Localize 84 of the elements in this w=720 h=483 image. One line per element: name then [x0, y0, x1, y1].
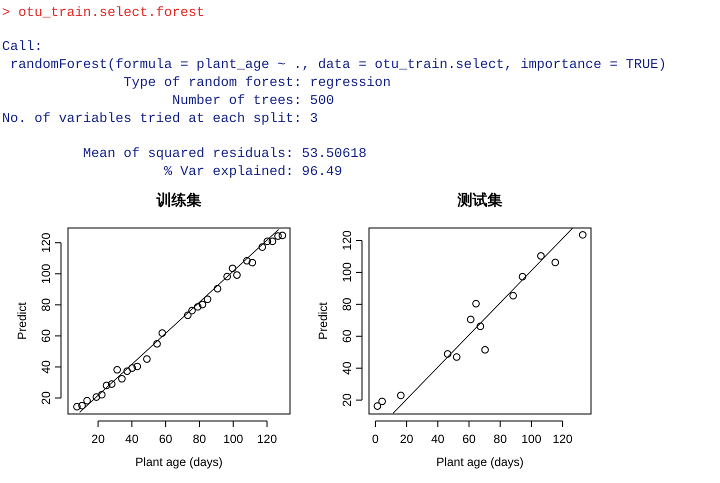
y-tick-label: 40 [340, 361, 354, 375]
point [476, 322, 484, 330]
point [118, 374, 126, 383]
point [143, 355, 151, 363]
point [233, 271, 241, 279]
y-tick-label: 40 [39, 360, 53, 374]
point [158, 329, 166, 337]
y-tick-label: 100 [39, 263, 53, 284]
point [472, 300, 480, 308]
point [214, 284, 222, 293]
point [98, 390, 106, 399]
point [92, 393, 100, 401]
text: Mean of squared residuals: 53.50618 [2, 147, 367, 162]
point [153, 340, 161, 348]
point [184, 311, 192, 320]
text: Call: [2, 40, 43, 55]
point [378, 398, 386, 406]
point [258, 243, 266, 251]
x-tick-label: 0 [372, 432, 380, 446]
y-tick-label: 120 [340, 230, 354, 250]
point [274, 232, 282, 240]
point [537, 252, 545, 260]
y-tick-label: 80 [39, 298, 53, 312]
x-tick-label: 40 [431, 432, 445, 446]
point [278, 232, 286, 240]
y-axis-title: Predict [15, 302, 29, 340]
y-tick-label: 60 [39, 328, 53, 343]
y-tick-label: 80 [340, 297, 354, 311]
x-tick-label: 60 [158, 432, 173, 446]
y-tick-label: 20 [39, 391, 53, 405]
x-tick-label: 120 [552, 432, 573, 446]
x-tick-label: 100 [223, 432, 244, 446]
point [452, 353, 460, 361]
point [123, 367, 131, 375]
chart-title: 测试集 [456, 192, 502, 209]
point [194, 303, 202, 311]
x-tick-label: 20 [400, 432, 414, 446]
point [188, 306, 196, 314]
text: > otu_train.select.forest [2, 6, 205, 21]
point [113, 366, 121, 374]
y-tick-label: 100 [340, 262, 354, 282]
point [198, 300, 206, 308]
y-tick-label: 60 [340, 329, 354, 343]
x-tick-label: 80 [494, 432, 508, 446]
point [108, 380, 116, 388]
point [223, 272, 231, 280]
x-tick-label: 40 [125, 432, 139, 446]
point [133, 362, 142, 370]
text: randomForest(formula = plant_age ~ ., data = otu_train.select, importance = TRUE) [2, 58, 666, 73]
point [578, 231, 587, 239]
point [102, 382, 110, 390]
x-axis-title: Plant age (days) [436, 455, 524, 469]
point [466, 316, 475, 324]
point [128, 364, 136, 372]
point [374, 402, 382, 410]
point [518, 272, 526, 280]
point [73, 402, 81, 411]
y-tick-label: 120 [39, 232, 53, 253]
text: Number of trees: 500 [2, 94, 334, 109]
point [268, 238, 276, 246]
point [509, 292, 517, 300]
point [248, 258, 256, 266]
point [481, 346, 489, 354]
text: No. of variables tried at each split: 3 [2, 112, 318, 127]
point [228, 264, 236, 272]
y-tick-label: 20 [340, 393, 354, 407]
point [264, 238, 272, 246]
x-tick-label: 120 [257, 432, 278, 446]
y-axis-title: Predict [316, 302, 330, 340]
point [444, 350, 452, 358]
point [204, 295, 212, 304]
point [83, 396, 91, 404]
x-tick-label: 60 [462, 432, 476, 446]
x-tick-label: 80 [192, 432, 206, 446]
point [551, 258, 560, 266]
point [78, 402, 86, 410]
text: % Var explained: 96.49 [2, 165, 342, 180]
chart-title: 训练集 [156, 192, 202, 209]
point [243, 256, 251, 265]
x-tick-label: 20 [91, 432, 106, 446]
text: Type of random forest: regression [2, 76, 391, 91]
x-tick-label: 100 [521, 432, 542, 446]
point [397, 392, 405, 400]
x-axis-title: Plant age (days) [135, 455, 223, 469]
